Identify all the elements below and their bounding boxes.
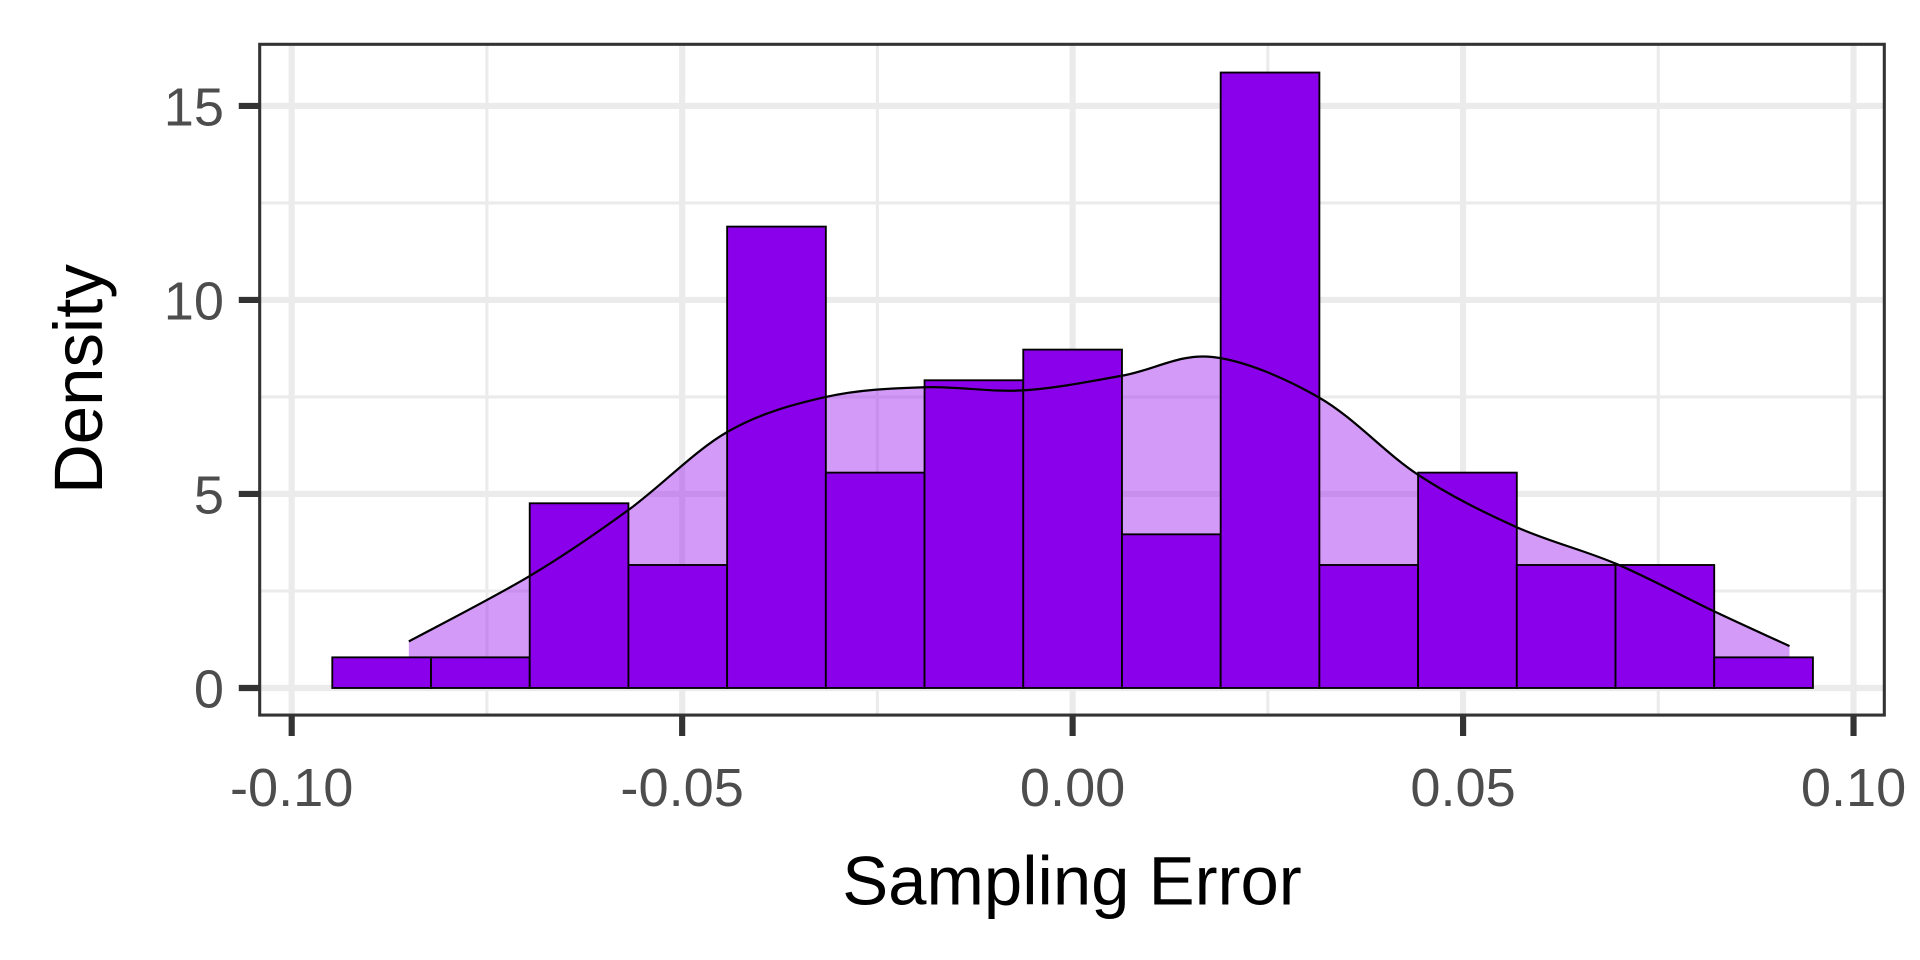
bars-layer	[331, 71, 1814, 689]
x-tick-label: 0.05	[1410, 758, 1515, 818]
histogram-bar	[824, 471, 926, 689]
density-line-layer	[408, 355, 1790, 648]
x-tick-label: -0.05	[620, 758, 743, 818]
histogram-bar	[430, 656, 531, 689]
histogram-bar	[627, 564, 729, 689]
y-tick-label: 5	[194, 466, 224, 526]
y-tick-label: 15	[164, 78, 224, 138]
y-axis: 0 5 10 15	[164, 78, 260, 720]
density-line	[408, 355, 1790, 648]
x-tick-label: -0.10	[230, 758, 353, 818]
histogram-bar	[1713, 656, 1814, 689]
histogram-bar	[1614, 564, 1716, 689]
histogram-bar	[1417, 471, 1518, 689]
x-axis: -0.10 -0.05 0.00 0.05 0.10	[230, 715, 1906, 818]
histogram-bar	[726, 225, 827, 689]
histogram-bar	[923, 379, 1025, 689]
x-tick-label: 0.00	[1020, 758, 1125, 818]
histogram-bar	[1219, 71, 1321, 689]
histogram-bar	[528, 502, 630, 689]
y-tick-label: 0	[194, 660, 224, 720]
histogram-bar	[1318, 564, 1420, 689]
y-tick-label: 10	[164, 272, 224, 332]
x-axis-title: Sampling Error	[842, 843, 1302, 920]
histogram-bar	[331, 656, 432, 689]
histogram-bar	[1121, 533, 1222, 689]
histogram-bar	[1515, 564, 1617, 689]
x-tick-label: 0.10	[1801, 758, 1906, 818]
histogram-bar	[1022, 348, 1123, 689]
y-axis-title: Density	[40, 264, 117, 494]
